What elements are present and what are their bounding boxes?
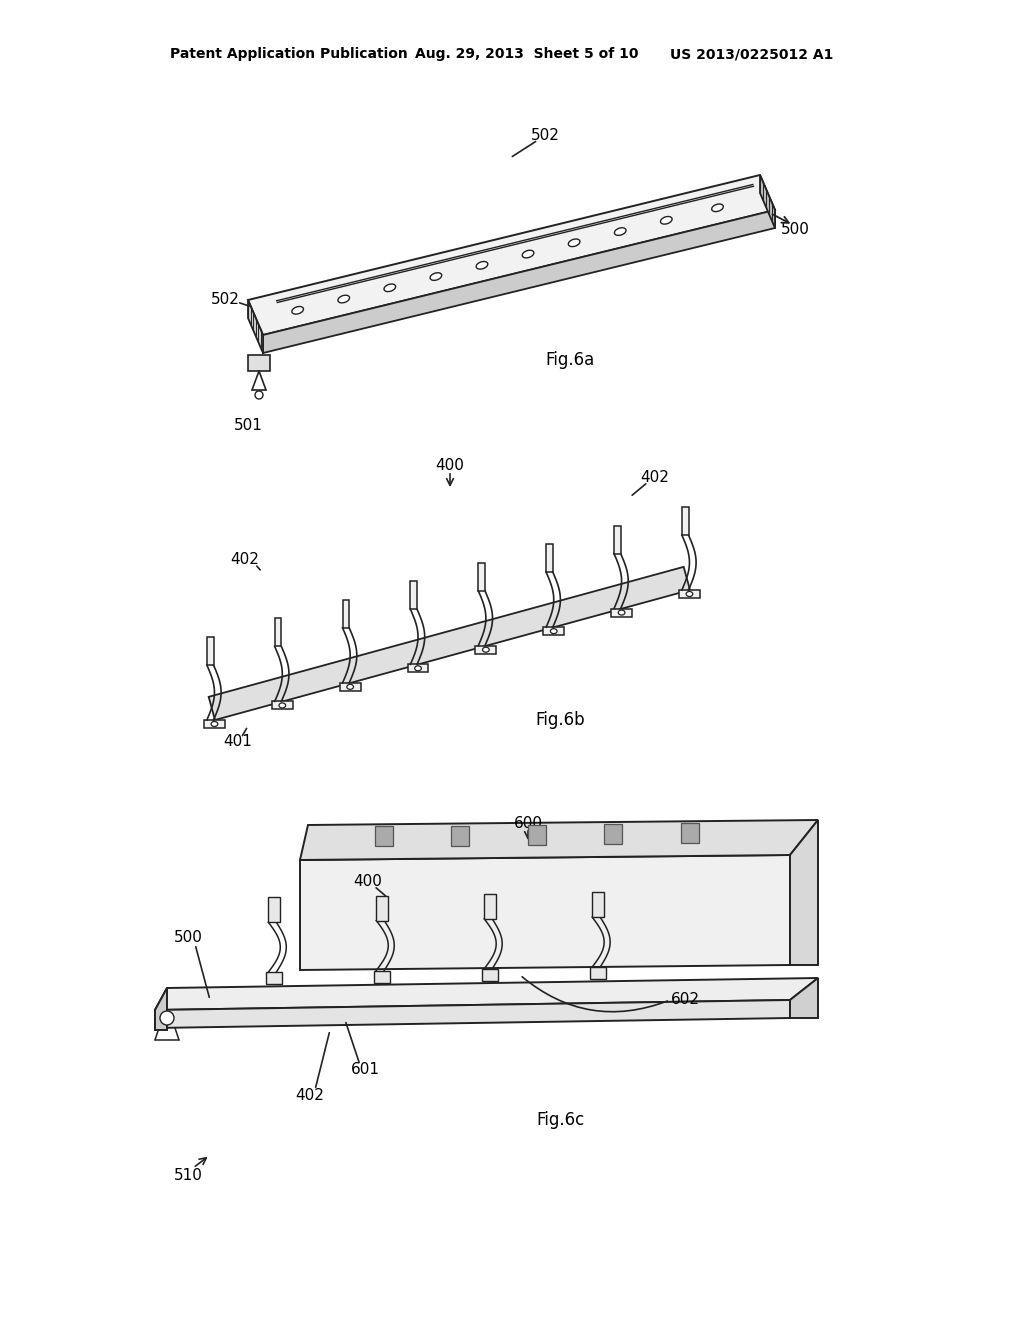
Polygon shape	[268, 898, 281, 923]
Ellipse shape	[292, 306, 303, 314]
Text: Fig.6b: Fig.6b	[536, 711, 585, 729]
Ellipse shape	[384, 284, 395, 292]
Polygon shape	[248, 300, 263, 352]
Polygon shape	[300, 820, 818, 861]
Polygon shape	[411, 581, 417, 610]
Ellipse shape	[712, 205, 723, 211]
Polygon shape	[155, 978, 818, 1010]
Polygon shape	[611, 609, 632, 616]
Text: Patent Application Publication: Patent Application Publication	[170, 48, 408, 61]
Text: 500: 500	[173, 931, 203, 945]
Polygon shape	[207, 638, 213, 665]
Ellipse shape	[415, 665, 421, 671]
Polygon shape	[204, 719, 225, 729]
Polygon shape	[451, 825, 469, 846]
Polygon shape	[376, 895, 388, 920]
Text: 601: 601	[350, 1063, 380, 1077]
Polygon shape	[790, 820, 818, 965]
Polygon shape	[590, 968, 606, 979]
Polygon shape	[475, 645, 497, 653]
Polygon shape	[484, 894, 497, 919]
Text: Aug. 29, 2013  Sheet 5 of 10: Aug. 29, 2013 Sheet 5 of 10	[415, 48, 639, 61]
Circle shape	[255, 391, 263, 399]
Polygon shape	[527, 825, 546, 845]
Polygon shape	[682, 507, 688, 535]
Ellipse shape	[482, 647, 489, 652]
Text: US 2013/0225012 A1: US 2013/0225012 A1	[670, 48, 834, 61]
Text: 501: 501	[233, 417, 262, 433]
Polygon shape	[478, 562, 485, 591]
Text: 502: 502	[211, 293, 240, 308]
Text: 400: 400	[353, 874, 382, 890]
Polygon shape	[681, 824, 698, 843]
Text: 401: 401	[223, 734, 253, 750]
Text: 402: 402	[641, 470, 670, 486]
Ellipse shape	[551, 628, 557, 634]
Text: 602: 602	[671, 993, 699, 1007]
Text: 502: 502	[530, 128, 559, 143]
Ellipse shape	[568, 239, 580, 247]
Text: 500: 500	[780, 223, 809, 238]
Polygon shape	[604, 824, 622, 843]
Polygon shape	[155, 987, 167, 1030]
Polygon shape	[374, 970, 390, 982]
Polygon shape	[248, 355, 270, 371]
Polygon shape	[760, 176, 775, 228]
Circle shape	[160, 1011, 174, 1026]
Polygon shape	[544, 627, 564, 635]
Polygon shape	[546, 544, 553, 572]
Polygon shape	[340, 682, 360, 690]
Text: 600: 600	[513, 816, 543, 830]
Ellipse shape	[660, 216, 672, 224]
Ellipse shape	[338, 296, 349, 302]
Ellipse shape	[618, 610, 625, 615]
Polygon shape	[408, 664, 428, 672]
Polygon shape	[343, 599, 349, 628]
Polygon shape	[679, 590, 699, 598]
Polygon shape	[614, 525, 621, 553]
Text: 402: 402	[296, 1088, 325, 1102]
Ellipse shape	[430, 273, 441, 280]
Polygon shape	[263, 210, 775, 352]
Text: Fig.6c: Fig.6c	[536, 1111, 584, 1129]
Ellipse shape	[522, 251, 534, 257]
Ellipse shape	[686, 591, 693, 597]
Ellipse shape	[279, 704, 286, 708]
Ellipse shape	[614, 228, 626, 235]
Polygon shape	[790, 978, 818, 1018]
Circle shape	[254, 358, 264, 368]
Text: 510: 510	[173, 1167, 203, 1183]
Polygon shape	[482, 969, 499, 981]
Polygon shape	[266, 973, 283, 985]
Ellipse shape	[211, 722, 218, 726]
Polygon shape	[271, 701, 293, 709]
Polygon shape	[375, 826, 392, 846]
Polygon shape	[274, 619, 282, 647]
Ellipse shape	[476, 261, 487, 269]
Text: Fig.6a: Fig.6a	[546, 351, 595, 370]
Polygon shape	[209, 566, 690, 719]
Text: 400: 400	[435, 458, 465, 474]
Polygon shape	[248, 176, 775, 335]
Polygon shape	[155, 1001, 790, 1028]
Text: 402: 402	[230, 553, 259, 568]
Ellipse shape	[347, 684, 353, 689]
Polygon shape	[300, 855, 790, 970]
Polygon shape	[592, 892, 604, 917]
